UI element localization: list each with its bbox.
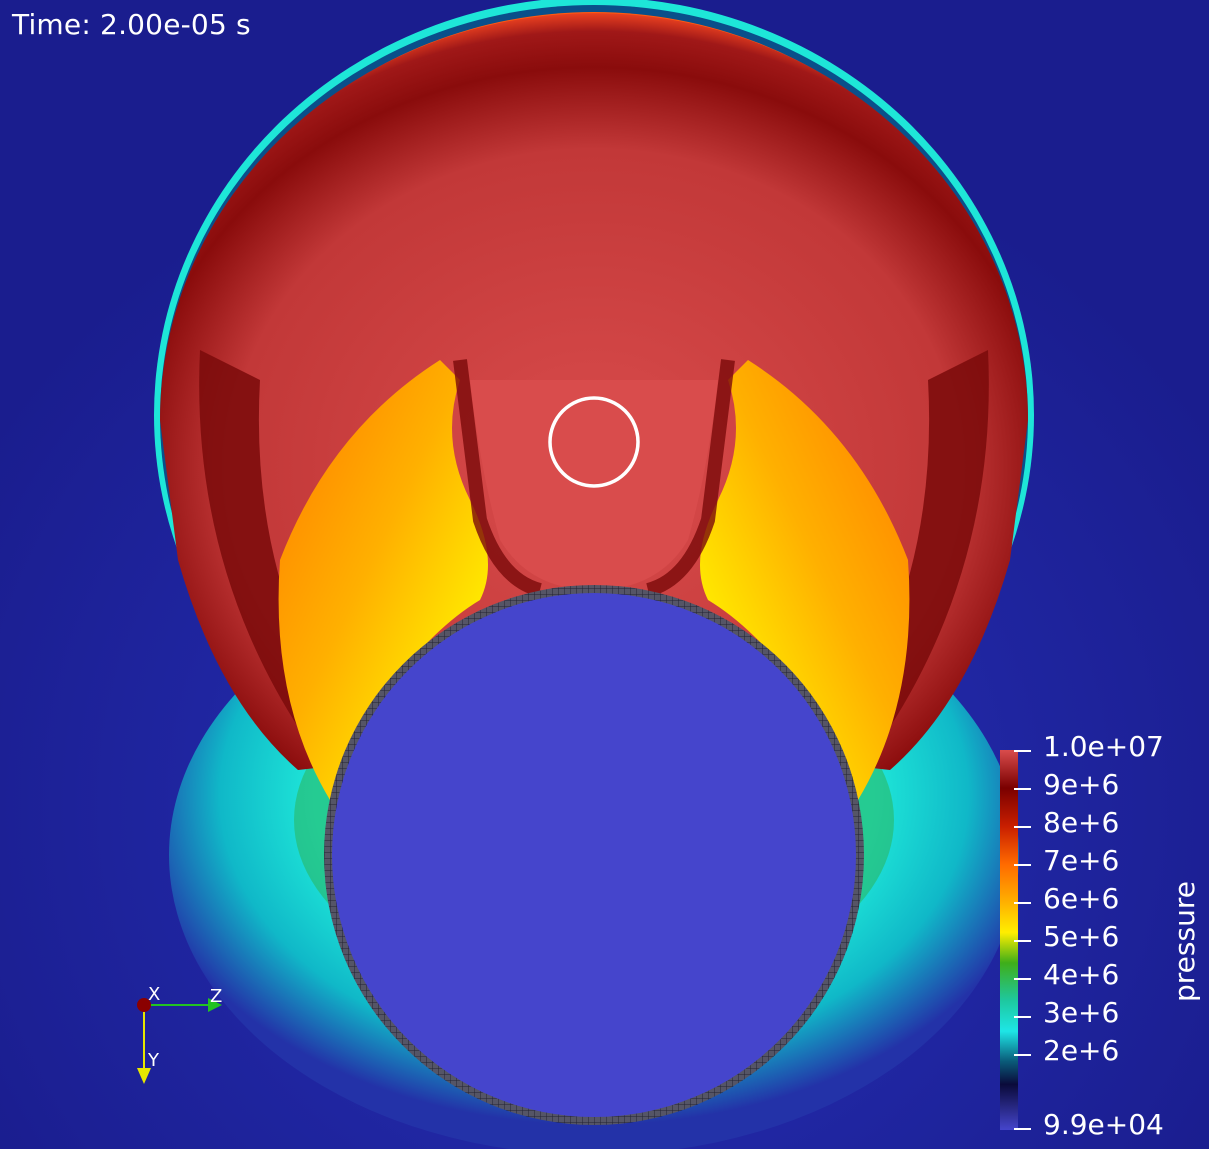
colorbar-tick-label: 6e+6	[1043, 882, 1120, 915]
colorbar-tick-label: 9e+6	[1043, 768, 1120, 801]
colorbar-tick-label: 3e+6	[1043, 996, 1120, 1029]
colorbar-tick	[1014, 940, 1031, 942]
colorbar-tick	[1014, 788, 1031, 790]
colorbar-tick	[1014, 864, 1031, 866]
axes-triad-icon	[137, 998, 222, 1084]
colorbar-tick	[1014, 1016, 1031, 1018]
colorbar-tick-label: 2e+6	[1043, 1034, 1120, 1067]
colorbar-tick-label: 4e+6	[1043, 958, 1120, 991]
colorbar-tick-label: 8e+6	[1043, 806, 1120, 839]
colorbar-tick	[1014, 1128, 1031, 1130]
cylinder	[332, 593, 856, 1117]
colorbar-legend	[1000, 750, 1018, 1130]
colorbar-tick	[1014, 1054, 1031, 1056]
colorbar-title: pressure	[1168, 881, 1201, 1002]
plume-right	[700, 360, 910, 800]
axis-x-label: X	[148, 984, 161, 1005]
colorbar-tick	[1014, 750, 1031, 752]
axis-y-label: Y	[148, 1050, 159, 1071]
plume-left-edge	[453, 359, 543, 597]
colorbar-tick	[1014, 902, 1031, 904]
probe-marker-circle[interactable]	[548, 396, 640, 488]
colorbar-tick	[1014, 826, 1031, 828]
colorbar-tick-label: 9.9e+04	[1043, 1108, 1164, 1141]
time-label: Time: 2.00e-05 s	[12, 8, 251, 41]
colorbar-tick-label: 7e+6	[1043, 844, 1120, 877]
colorbar-tick-label: 1.0e+07	[1043, 730, 1164, 763]
colorbar-tick-label: 5e+6	[1043, 920, 1120, 953]
axis-z-label: Z	[210, 986, 223, 1007]
plume-left	[278, 360, 488, 800]
plume-right-edge	[645, 359, 735, 597]
colorbar-tick	[1014, 978, 1031, 980]
